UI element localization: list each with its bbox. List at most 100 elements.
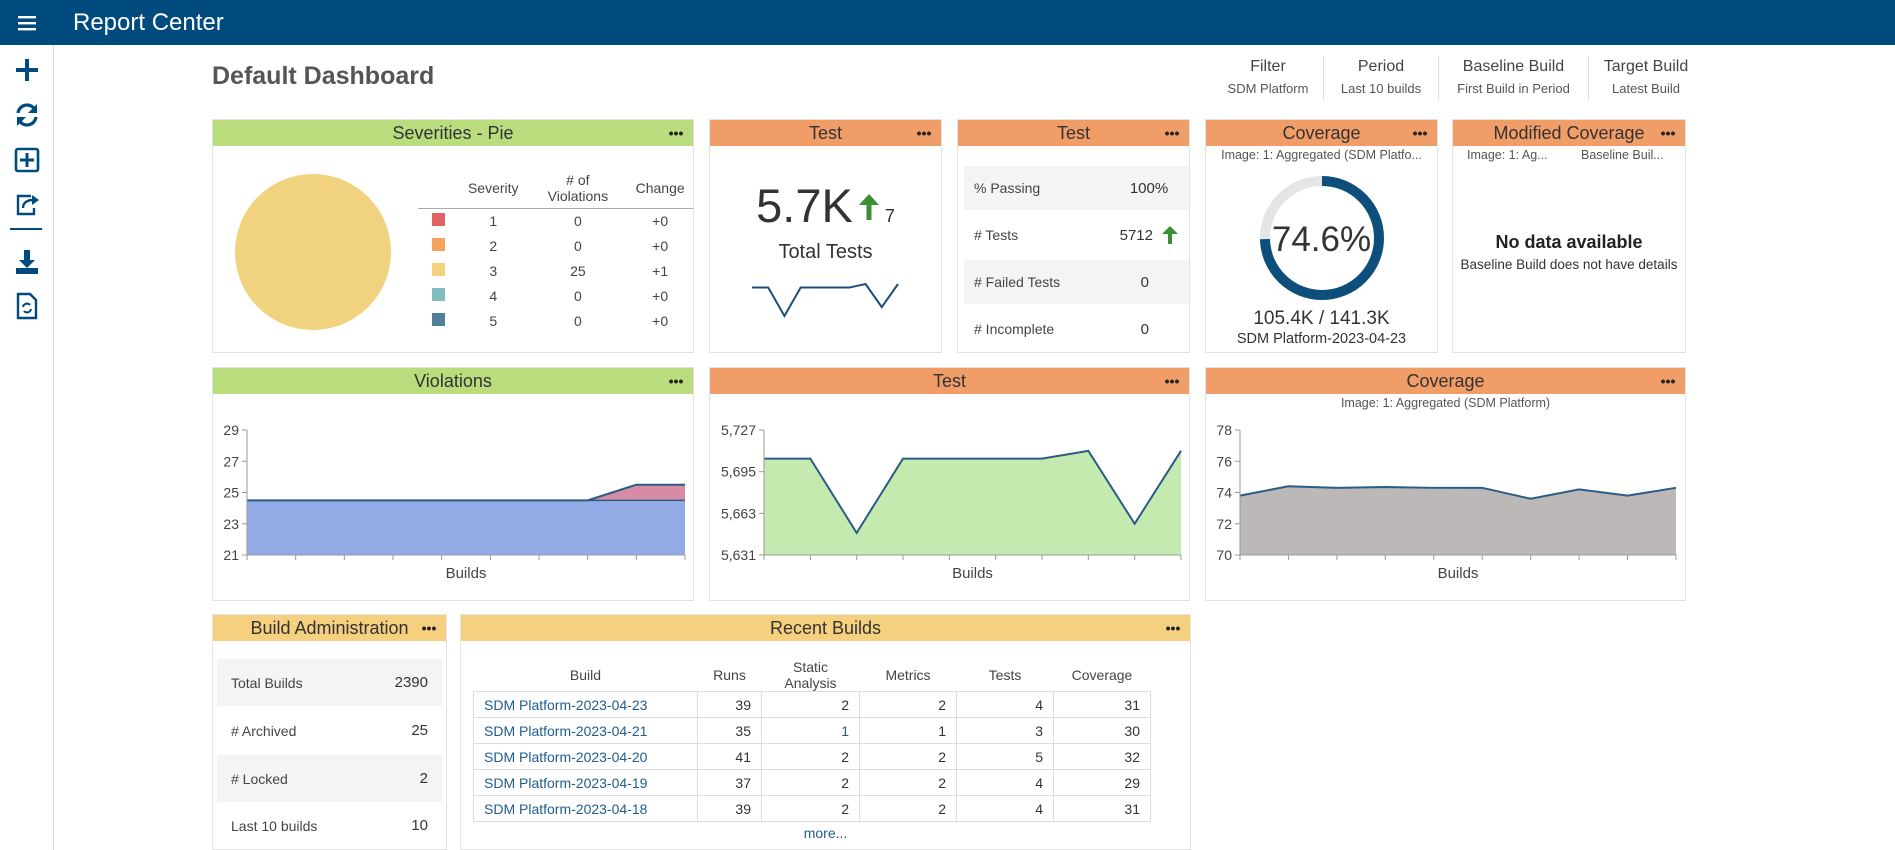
widget-header: Violations ••• (213, 368, 693, 394)
gauge-arc (1260, 176, 1384, 300)
widget-header: Severities - Pie ••• (213, 120, 693, 146)
widget-title: Coverage (1406, 370, 1485, 391)
pie-slice-severity-3[interactable] (235, 174, 391, 330)
y-tick-label: 72 (1216, 516, 1232, 532)
y-tick-label: 5,727 (721, 422, 756, 438)
total-tests-value: 5.7K (756, 179, 853, 232)
coverage-ratio: 105.4K / 141.3K (1253, 308, 1390, 329)
table-row: 5 0 +0 (418, 309, 693, 334)
stat-row-tests: # Tests 5712 (964, 213, 1189, 257)
coverage-gauge (1260, 176, 1384, 300)
severity-violations-cell: 0 (573, 213, 582, 230)
severity-color-swatch (431, 238, 445, 251)
widget-title: Severities - Pie (392, 122, 514, 143)
build-cell: 2 (859, 743, 957, 770)
filter-selector[interactable]: Filter SDM Platform (1213, 56, 1323, 100)
severity-severity-cell: 4 (489, 288, 498, 304)
no-data-title: No data available (1495, 232, 1643, 252)
more-options-icon[interactable]: ••• (916, 125, 932, 141)
more-options-icon[interactable]: ••• (1165, 620, 1181, 636)
y-tick-label: 5,663 (721, 505, 756, 521)
table-header: Coverage (1071, 667, 1133, 683)
add-icon[interactable] (9, 52, 45, 88)
y-tick-label: 74 (1216, 485, 1232, 501)
build-name-link[interactable]: SDM Platform-2023-04-18 (473, 795, 698, 822)
total-tests-label: Total Tests (778, 241, 873, 263)
build-cell: 31 (1053, 691, 1151, 718)
area-series-0[interactable] (1240, 486, 1676, 555)
target-build-selector[interactable]: Target Build Latest Build (1588, 56, 1703, 100)
sidebar (0, 45, 54, 850)
table-header: Build (569, 667, 602, 683)
more-options-icon[interactable]: ••• (668, 373, 684, 389)
more-options-icon[interactable]: ••• (1412, 125, 1428, 141)
severity-change-cell: +0 (652, 213, 669, 230)
table-row[interactable]: SDM Platform-2023-04-19 37 2 2 4 29 (473, 769, 1151, 796)
build-administration-widget: Build Administration ••• Total Builds 23… (212, 614, 447, 850)
y-tick-label: 5,631 (721, 547, 756, 563)
area-series-0[interactable] (247, 500, 685, 555)
recent-builds-table: Build Runs Static Analysis Metrics Tests… (473, 659, 1151, 822)
more-builds-link[interactable]: more... (803, 825, 848, 841)
y-tick-label: 25 (223, 485, 239, 501)
build-name-link[interactable]: SDM Platform-2023-04-19 (473, 769, 698, 796)
share-icon[interactable] (9, 186, 45, 222)
test-area-chart: 5,727 5,695 5,663 5,631 Builds (721, 422, 1182, 582)
coverage-percent: 74.6% (1271, 220, 1372, 259)
area-series-1[interactable] (247, 484, 685, 501)
y-tick-label: 5,695 (721, 464, 756, 480)
widget-title: Violations (414, 370, 492, 391)
table-row[interactable]: SDM Platform-2023-04-21 35 1 1 3 30 (473, 717, 1151, 744)
severity-severity-cell: 1 (489, 213, 498, 230)
table-row[interactable]: SDM Platform-2023-04-20 41 2 2 5 32 (473, 743, 1151, 770)
build-name-link[interactable]: SDM Platform-2023-04-21 (473, 717, 698, 744)
report-icon[interactable] (9, 288, 45, 324)
series-line (1239, 485, 1677, 500)
coverage-area-chart: 78 76 74 72 70 Builds (1216, 422, 1677, 582)
more-options-icon[interactable]: ••• (421, 620, 437, 636)
add-widget-icon[interactable] (9, 142, 45, 178)
coverage-chart-widget: Coverage ••• Image: 1: Aggregated (SDM P… (1205, 367, 1686, 601)
stat-row-failed-tests: # Failed Tests 0 (964, 260, 1189, 304)
table-row[interactable]: SDM Platform-2023-04-18 39 2 2 4 31 (473, 795, 1151, 822)
severity-violations-cell: 0 (573, 238, 582, 254)
build-cell: 2 (761, 743, 860, 770)
more-options-icon[interactable]: ••• (1660, 373, 1676, 389)
admin-label: Last 10 builds (231, 817, 318, 834)
stat-value: 0 (1140, 320, 1149, 338)
y-tick-label: 23 (223, 516, 239, 532)
period-selector[interactable]: Period Last 10 builds (1323, 56, 1438, 100)
admin-value: 25 (411, 722, 428, 739)
build-name-link[interactable]: SDM Platform-2023-04-20 (473, 743, 698, 770)
widget-title: Test (932, 370, 966, 391)
stat-label: # Tests (974, 227, 1019, 243)
table-row: 4 0 +0 (418, 284, 693, 309)
severity-violations-cell: 25 (570, 263, 586, 279)
test-chart-widget: Test ••• 5,727 5,695 5,663 5,631 Builds (709, 367, 1190, 601)
total-tests-delta: 7 (884, 206, 895, 226)
severity-violations-cell: 0 (573, 288, 582, 304)
baseline-build-value: First Build in Period (1457, 81, 1570, 96)
widget-header: Test ••• (710, 368, 1189, 394)
severity-swatch-cell (418, 234, 458, 259)
series-line (764, 449, 1182, 535)
build-cell: 2 (761, 769, 860, 796)
area-series-0[interactable] (764, 450, 1181, 555)
hamburger-menu-icon[interactable] (0, 0, 54, 45)
admin-row-archived: # Archived 25 (217, 707, 442, 754)
more-options-icon[interactable]: ••• (1164, 125, 1180, 141)
more-options-icon[interactable]: ••• (668, 125, 684, 141)
refresh-icon[interactable] (9, 97, 45, 133)
app-title: Report Center (73, 8, 224, 36)
build-cell: 3 (956, 717, 1054, 744)
more-options-icon[interactable]: ••• (1164, 373, 1180, 389)
download-icon[interactable] (9, 244, 45, 280)
widget-title: Build Administration (250, 617, 409, 638)
severity-color-swatch (431, 213, 445, 227)
severity-color-swatch (431, 263, 445, 276)
table-row[interactable]: SDM Platform-2023-04-23 39 2 2 4 31 (473, 691, 1151, 718)
more-options-icon[interactable]: ••• (1660, 125, 1676, 141)
baseline-build-selector[interactable]: Baseline Build First Build in Period (1438, 56, 1588, 100)
severity-swatch-cell (418, 309, 458, 334)
build-name-link[interactable]: SDM Platform-2023-04-23 (473, 691, 698, 718)
